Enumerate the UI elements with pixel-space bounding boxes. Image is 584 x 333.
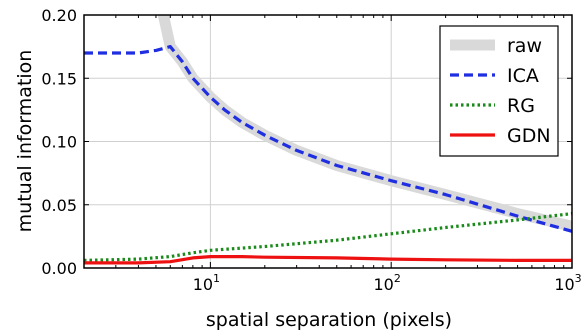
- x-tick-label: 103: [554, 272, 581, 294]
- x-tick-label: 102: [374, 272, 401, 294]
- y-tick-label: 0.00: [41, 259, 77, 278]
- series-line-gdn: [84, 255, 572, 265]
- legend-label-rg: RG: [507, 95, 535, 117]
- y-tick-label: 0.20: [41, 6, 77, 25]
- y-tick-label: 0.15: [41, 69, 77, 88]
- x-tick-label: 101: [193, 272, 220, 294]
- y-tick-label: 0.10: [41, 133, 77, 152]
- legend-label-gdn: GDN: [507, 125, 551, 147]
- x-axis-label: spatial separation (pixels): [206, 309, 452, 331]
- plot-area: [84, 15, 572, 265]
- legend-label-ica: ICA: [507, 65, 539, 87]
- y-axis-label: mutual information: [14, 50, 36, 233]
- series-line-ica: [84, 44, 572, 233]
- legend-label-raw: raw: [507, 35, 542, 57]
- series-line-rg: [84, 212, 572, 262]
- y-tick-label: 0.05: [41, 196, 77, 215]
- legend: raw ICA RG GDN: [439, 25, 559, 157]
